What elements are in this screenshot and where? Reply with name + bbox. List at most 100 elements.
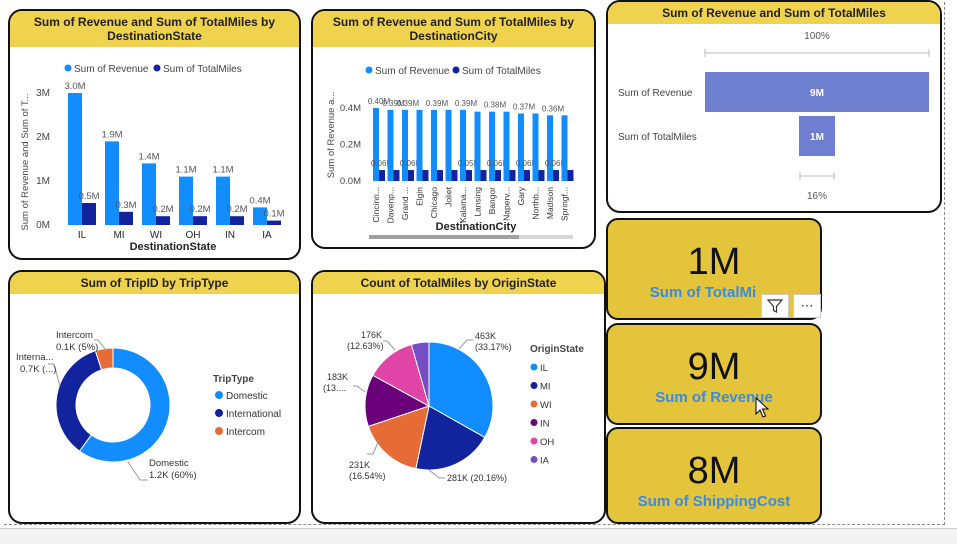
revenue-bar: [503, 111, 510, 181]
donut-value-intercom: 0.1K (5%): [56, 342, 98, 353]
funnel-chart[interactable]: 100% 9M Sum of Revenue 1M Sum of TotalMiles 1…: [608, 24, 942, 213]
horizontal-scrollbar-thumb: [369, 235, 519, 239]
revenue-bar: [489, 111, 495, 181]
kpi-shipping-cost-value: 8M: [687, 450, 741, 492]
legend-miles-label: Sum of TotalMiles: [462, 66, 541, 77]
y-tick-label: 2M: [36, 132, 50, 143]
filter-icon-glyph: [766, 299, 784, 313]
miles-bar: [451, 170, 458, 181]
miles-bar: [119, 211, 133, 225]
miles-bar: [156, 216, 170, 225]
donut-slice: [55, 350, 103, 452]
miles-bar: [230, 216, 244, 225]
x-tick-label: Madison: [545, 187, 555, 219]
x-tick-label: MI: [113, 230, 124, 241]
miles-data-label: 0.2M: [226, 204, 247, 215]
x-tick-label: Chicago: [429, 187, 439, 218]
pie-value-in: 183K: [327, 372, 348, 382]
state-bar-chart-card[interactable]: Sum of Revenue and Sum of TotalMiles by …: [8, 9, 301, 260]
mouse-cursor-icon: [755, 396, 770, 418]
miles-bar: [408, 170, 414, 181]
revenue-data-label: 0.36M: [542, 104, 565, 113]
pie-pct-il: (33.17%): [475, 342, 512, 352]
miles-data-label: 0.06M: [400, 159, 423, 168]
revenue-bar: [216, 176, 230, 225]
funnel-chart-title: Sum of Revenue and Sum of TotalMiles: [608, 2, 940, 24]
funnel-bar-value: 1M: [810, 132, 824, 143]
kpi-shipping-cost[interactable]: 8M Sum of ShippingCost: [606, 427, 822, 524]
legend-title: OriginState: [530, 344, 584, 355]
city-bar-chart[interactable]: Sum of Revenue Sum of TotalMiles Sum of Re…: [313, 47, 596, 249]
origin-chart-title: Count of TotalMiles by OriginState: [313, 272, 604, 294]
revenue-bar: [68, 93, 82, 225]
miles-bar: [480, 170, 487, 181]
revenue-bar: [532, 113, 539, 181]
revenue-data-label: 0.39M: [426, 99, 449, 108]
kpi-total-miles-label: Sum of TotalMi: [649, 284, 757, 301]
legend-miles-marker: [452, 66, 460, 74]
pie-slice: [428, 341, 494, 439]
miles-bar: [437, 170, 443, 181]
miles-bar: [379, 170, 385, 181]
legend-marker: [530, 456, 538, 463]
y-tick-label: 3M: [36, 88, 50, 99]
legend-miles-marker: [153, 64, 161, 72]
miles-bar: [495, 170, 501, 181]
pie-value-wi: 231K: [349, 460, 370, 470]
revenue-bar: [179, 176, 193, 225]
legend-marker: [530, 419, 538, 426]
city-bar-chart-card[interactable]: Sum of Revenue and Sum of TotalMiles by …: [311, 9, 596, 249]
leader-line-mi: [428, 469, 445, 479]
revenue-miles-funnel-card[interactable]: Sum of Revenue and Sum of TotalMiles 100…: [606, 0, 942, 213]
legend-marker: [215, 391, 223, 399]
miles-bar: [509, 170, 516, 181]
legend-label: OH: [540, 437, 554, 448]
pie-value-oh: 176K: [361, 330, 382, 340]
legend-label: IN: [540, 419, 550, 430]
revenue-data-label: 0.38M: [484, 101, 507, 110]
page-boundary: [4, 2, 945, 525]
legend-label: Domestic: [226, 391, 268, 402]
x-tick-label: Bangor: [487, 187, 497, 215]
donut-slice: [78, 347, 171, 463]
legend-marker: [530, 363, 538, 371]
y-tick-label: 0.4M: [340, 103, 361, 114]
legend-marker: [530, 382, 538, 389]
x-axis-title: DestinationState: [130, 241, 217, 253]
legend-label: International: [226, 409, 281, 420]
kpi-revenue[interactable]: 9M Sum of Revenue: [606, 323, 822, 425]
legend-revenue-marker: [365, 66, 373, 74]
miles-bar: [524, 170, 530, 181]
revenue-bar: [402, 109, 408, 181]
x-tick-label: OH: [186, 230, 201, 241]
legend-revenue-label: Sum of Revenue: [375, 66, 450, 77]
kpi-total-miles-value: 1M: [687, 241, 741, 283]
miles-data-label: 0.06M: [371, 159, 394, 168]
filter-icon[interactable]: [761, 294, 789, 318]
originstate-pie-card[interactable]: Count of TotalMiles by OriginState 463K(…: [311, 270, 606, 524]
originstate-pie-chart[interactable]: 463K(33.17%) 281K (20.16%) 231K(16.54%) 183…: [313, 294, 606, 524]
more-options-icon[interactable]: ⋯: [793, 294, 821, 318]
revenue-bar: [474, 111, 481, 181]
funnel-bar: [799, 116, 835, 156]
pie-slice: [410, 341, 430, 407]
revenue-data-label: 1.9M: [101, 129, 122, 140]
pie-pct-oh: (12.63%): [347, 341, 384, 351]
legend-marker: [530, 400, 538, 408]
x-tick-label: Elgin: [415, 187, 425, 206]
revenue-bar: [561, 115, 568, 181]
revenue-data-label: 1.4M: [138, 151, 159, 162]
leader-line-wi: [367, 439, 380, 455]
state-chart-title: Sum of Revenue and Sum of TotalMiles by …: [10, 11, 299, 47]
revenue-data-label: 0.37M: [513, 102, 536, 111]
miles-bar: [393, 170, 400, 181]
city-chart-title: Sum of Revenue and Sum of TotalMiles by …: [313, 11, 594, 47]
x-tick-label: Gary: [516, 186, 526, 205]
revenue-bar: [142, 163, 156, 225]
donut-value-international: 0.7K (...): [20, 364, 56, 375]
state-bar-chart[interactable]: Sum of Revenue Sum of TotalMiles Sum of Re…: [10, 47, 301, 260]
miles-data-label: 0.06M: [516, 159, 539, 168]
triptype-donut-card[interactable]: Sum of TripID by TripType Domestic 1.2K (…: [8, 270, 301, 524]
leader-line-domestic: [127, 461, 148, 481]
